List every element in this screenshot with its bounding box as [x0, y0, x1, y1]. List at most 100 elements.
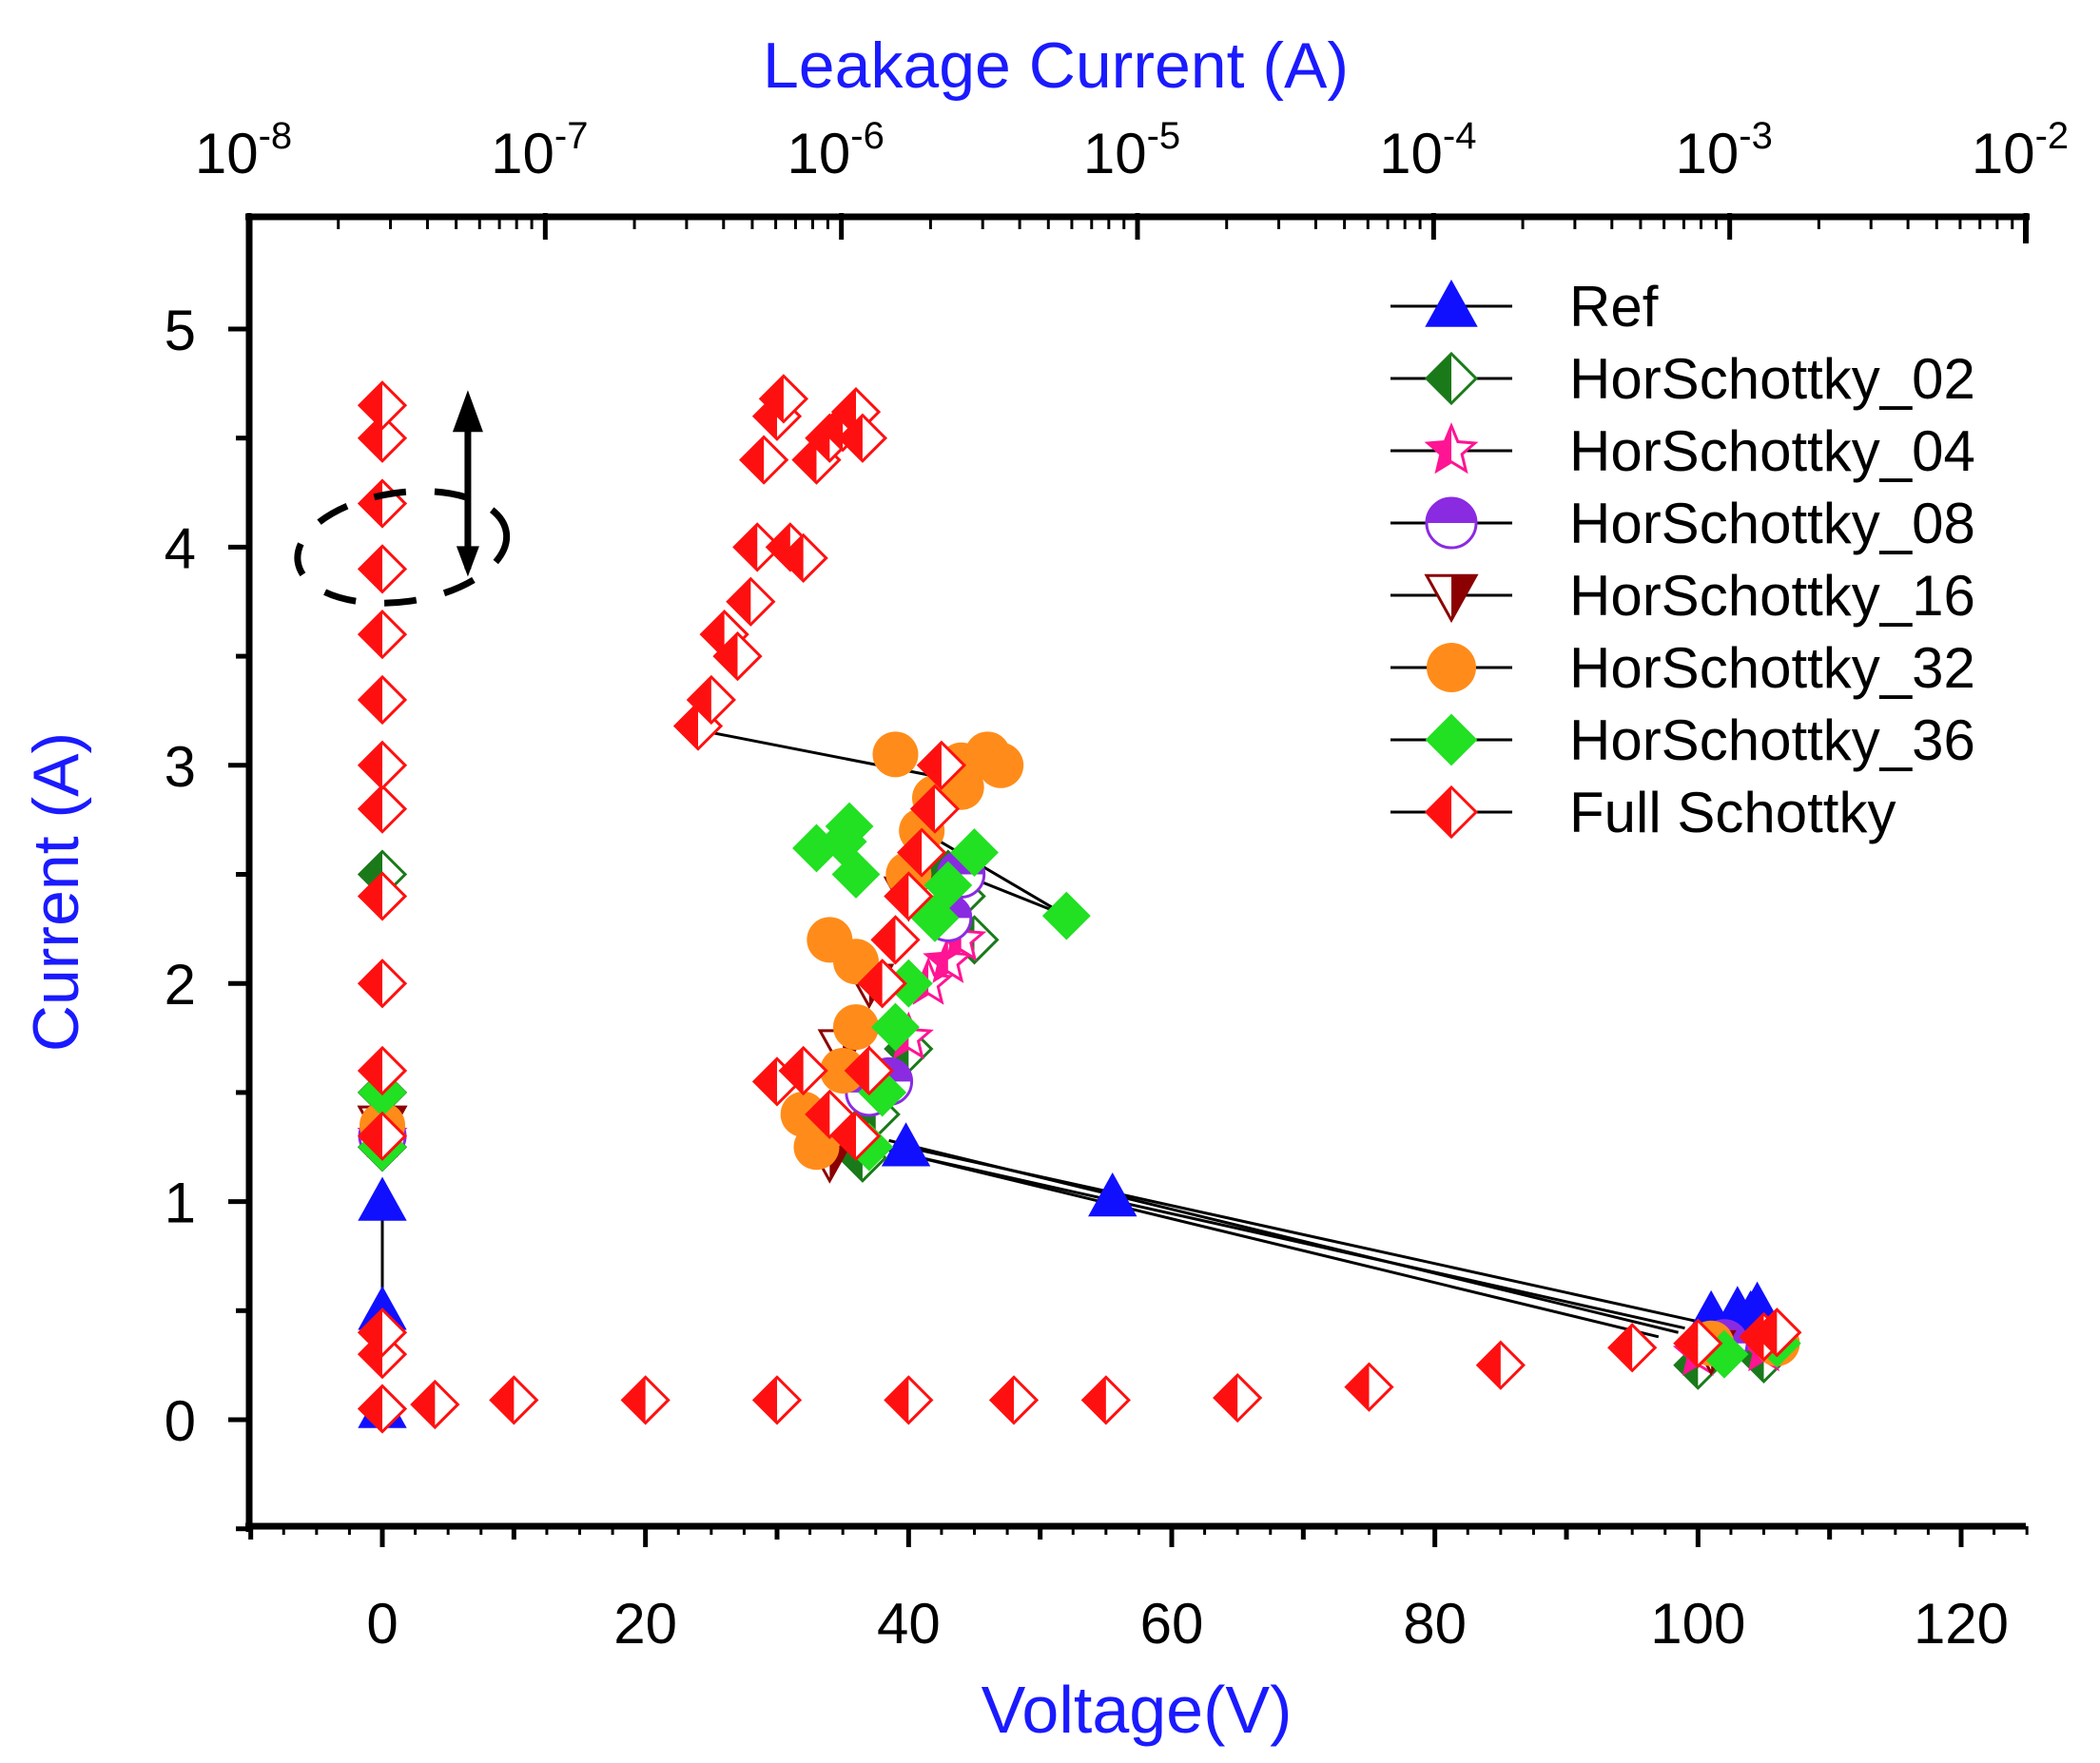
y-tick-label: 2 [165, 953, 196, 1017]
diamond-fill-half [859, 960, 883, 1007]
data-point [988, 1375, 1040, 1425]
data-point [857, 959, 907, 1009]
diamond-fill-half [846, 1047, 869, 1094]
diamond-fill-half [991, 1377, 1014, 1424]
diamond-fill-half [912, 785, 935, 832]
diamond-fill-half [734, 524, 758, 571]
data-point [1088, 1172, 1138, 1217]
diamond-marker [1425, 713, 1478, 766]
data-point [489, 1375, 539, 1425]
diamond-fill-half [1427, 787, 1451, 837]
x-axis-title: Voltage(V) [982, 1673, 1293, 1747]
data-point [357, 784, 408, 834]
diamond-fill-half [491, 1377, 515, 1424]
data-point [357, 413, 408, 463]
legend-item: HorSchottky_32 [1390, 636, 1975, 700]
diamond-marker [924, 861, 973, 910]
data-point [825, 802, 874, 851]
data-point [357, 1111, 408, 1161]
diamond-fill-half [1609, 1325, 1633, 1371]
data-point [897, 827, 947, 878]
data-point [726, 576, 776, 627]
series-ref [358, 1122, 1782, 1428]
x-tick-label: 120 [1914, 1592, 2009, 1656]
data-point [1752, 1308, 1802, 1358]
diamond-fill-half [360, 960, 382, 1007]
legend-label: HorSchottky_36 [1569, 708, 1975, 772]
star-fill-half [926, 939, 948, 980]
diamond-fill-half [412, 1381, 436, 1427]
legend-marker [1425, 496, 1478, 550]
star-fill-half [1428, 426, 1451, 472]
diamond-fill-half [754, 1377, 777, 1424]
data-point [357, 544, 408, 594]
diamond-fill-half [1346, 1364, 1370, 1410]
data-point [410, 1379, 460, 1430]
data-point [739, 435, 789, 485]
diamond-fill-half [833, 389, 856, 436]
circle-fill-half [1427, 498, 1476, 523]
y-tick-label: 0 [165, 1389, 196, 1453]
diamond-marker [871, 1002, 920, 1052]
series-horschottky_04 [357, 913, 1790, 1376]
diamond-fill-half [1082, 1377, 1106, 1424]
data-point [978, 742, 1024, 788]
diamond-fill-half [885, 873, 909, 920]
legend-marker [1424, 785, 1479, 840]
circle-marker [833, 939, 879, 985]
series-horschottky_36 [358, 802, 1801, 1379]
diamond-marker [831, 850, 881, 899]
data-point [357, 1308, 408, 1358]
data-point [358, 1176, 407, 1221]
legend-marker [1425, 279, 1478, 327]
x-tick-label: 80 [1403, 1592, 1467, 1656]
data-point [871, 1002, 920, 1052]
legend-label: HorSchottky_08 [1569, 492, 1975, 555]
diamond-fill-half [360, 382, 382, 429]
data-point [916, 740, 967, 790]
series-horschottky_08 [358, 850, 1749, 1368]
series-layer [294, 374, 1802, 1434]
arrow-head-down [456, 546, 479, 577]
x-tick-label: 100 [1650, 1592, 1745, 1656]
diamond-marker [1041, 891, 1091, 940]
data-point [778, 533, 828, 583]
legend-marker [1427, 643, 1476, 692]
data-point [833, 1004, 879, 1051]
data-point [357, 610, 408, 660]
diamond-fill-half [1215, 1375, 1238, 1422]
legend-label: HorSchottky_16 [1569, 564, 1975, 628]
data-point [1344, 1362, 1394, 1412]
data-point [820, 1047, 866, 1094]
triangle-down-fill-half [1451, 575, 1476, 620]
diamond-fill-half [360, 742, 382, 788]
diamond-fill-half [1427, 354, 1451, 403]
data-point [844, 1045, 894, 1096]
diamond-fill-half [833, 1113, 856, 1159]
diamond-fill-half [754, 1058, 777, 1105]
diamond-marker [950, 828, 999, 877]
data-point [837, 413, 888, 463]
data-point [1673, 1318, 1723, 1368]
data-point [732, 522, 783, 572]
data-point [870, 915, 921, 965]
diamond-fill-half [780, 534, 804, 581]
top-tick-label: 10-6 [788, 115, 885, 185]
triangle-marker [1088, 1172, 1138, 1217]
data-point [357, 674, 408, 726]
data-point [833, 939, 879, 985]
data-point [1607, 1323, 1658, 1373]
legend: Ref HorSchottky_02 HorSchottky_04 HorSchott… [1390, 275, 1975, 844]
diamond-fill-half [760, 376, 784, 422]
diamond-fill-half [360, 676, 382, 723]
series-connector-line [921, 829, 1068, 918]
diamond-fill-half [728, 578, 751, 625]
diamond-fill-half [360, 1309, 382, 1356]
top-tick-label: 10-5 [1083, 115, 1180, 185]
diamond-fill-half [360, 546, 382, 592]
data-point [1213, 1372, 1263, 1424]
data-point [357, 959, 408, 1009]
data-point [778, 1045, 828, 1096]
legend-item: HorSchottky_16 [1390, 564, 1975, 628]
circle-marker [1427, 643, 1476, 692]
